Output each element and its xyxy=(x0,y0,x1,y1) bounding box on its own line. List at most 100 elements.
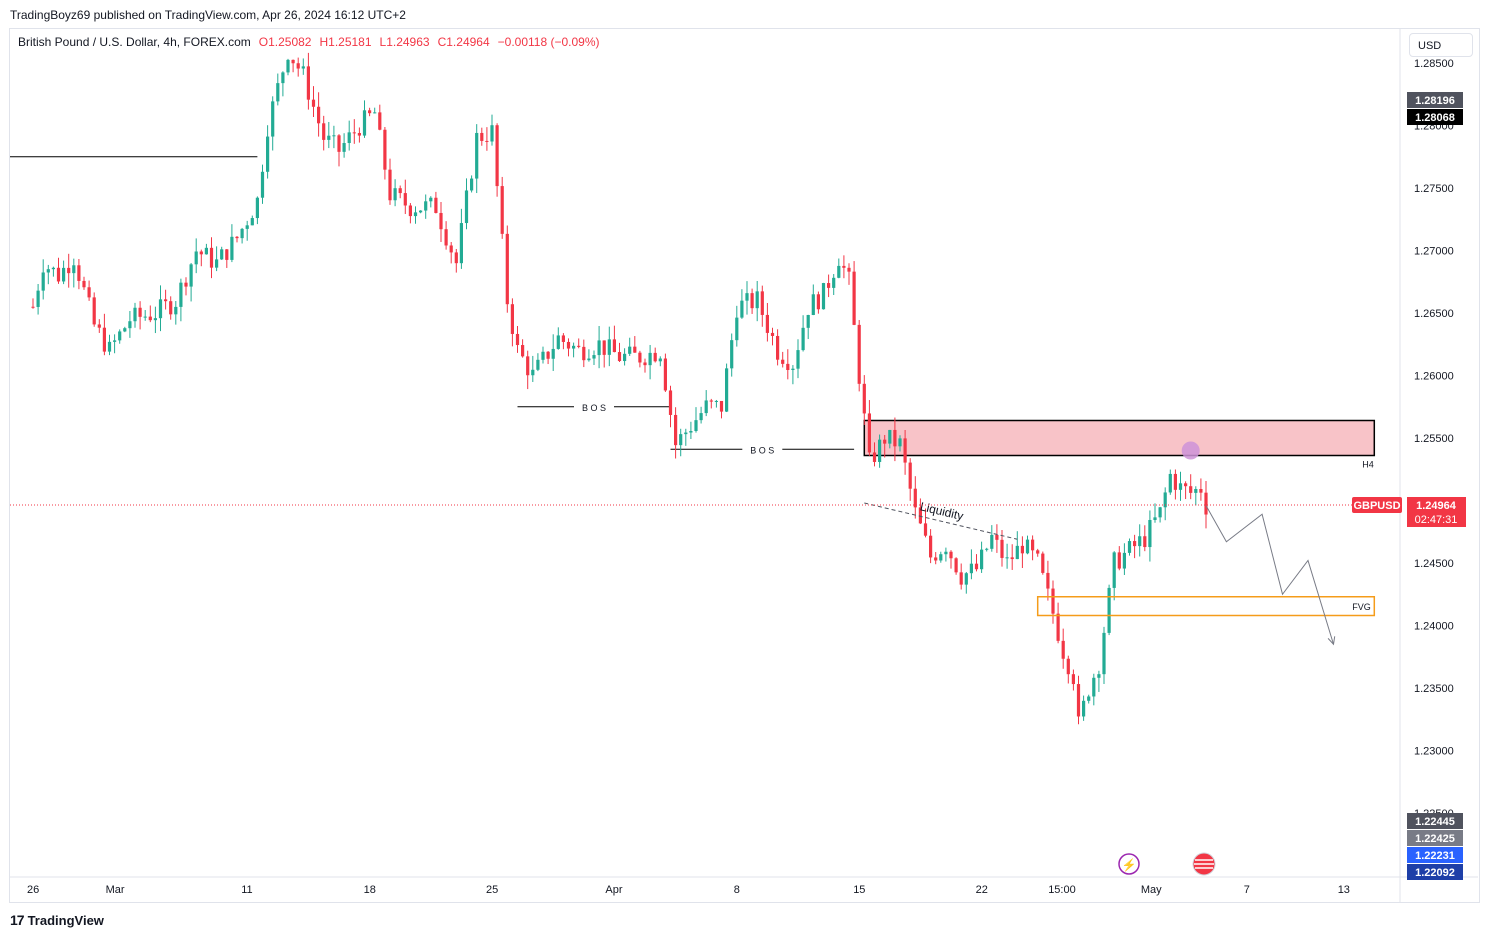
candle-body[interactable] xyxy=(1082,700,1086,717)
candle-body[interactable] xyxy=(628,346,632,354)
candle-body[interactable] xyxy=(128,321,132,329)
candle-body[interactable] xyxy=(566,341,571,349)
candle-body[interactable] xyxy=(1005,557,1009,559)
candle-body[interactable] xyxy=(1117,552,1121,569)
candle-body[interactable] xyxy=(725,368,729,412)
candle-body[interactable] xyxy=(821,283,826,310)
candle-body[interactable] xyxy=(317,106,321,124)
candle-body[interactable] xyxy=(1127,541,1132,553)
candle-body[interactable] xyxy=(1148,519,1152,548)
candle-body[interactable] xyxy=(1025,539,1030,554)
candle-body[interactable] xyxy=(1041,553,1045,573)
candle-body[interactable] xyxy=(276,83,280,102)
candle-body[interactable] xyxy=(1036,550,1040,554)
candle-body[interactable] xyxy=(184,282,188,287)
candle-body[interactable] xyxy=(572,345,576,349)
candle-body[interactable] xyxy=(352,132,356,134)
candle-body[interactable] xyxy=(459,223,463,264)
candle-body[interactable] xyxy=(475,132,479,179)
candle-body[interactable] xyxy=(1168,473,1172,493)
candle-body[interactable] xyxy=(225,249,229,260)
candle-body[interactable] xyxy=(1031,539,1035,551)
candle-body[interactable] xyxy=(704,400,708,414)
candle-body[interactable] xyxy=(1194,489,1198,493)
candle-body[interactable] xyxy=(740,300,744,318)
candle-body[interactable] xyxy=(929,535,933,558)
candle-body[interactable] xyxy=(495,125,499,187)
candle-body[interactable] xyxy=(816,294,820,310)
candle-body[interactable] xyxy=(113,340,117,342)
candle-body[interactable] xyxy=(827,283,831,288)
candle-body[interactable] xyxy=(255,197,259,219)
candle-body[interactable] xyxy=(403,193,407,206)
candle-body[interactable] xyxy=(1178,483,1183,490)
candle-body[interactable] xyxy=(1184,483,1188,487)
candle-body[interactable] xyxy=(857,324,861,384)
candle-body[interactable] xyxy=(638,352,642,363)
candle-body[interactable] xyxy=(153,318,157,321)
candle-body[interactable] xyxy=(368,110,372,114)
candle-body[interactable] xyxy=(31,306,35,308)
candle-body[interactable] xyxy=(56,267,61,282)
candle-body[interactable] xyxy=(245,225,249,229)
candle-body[interactable] xyxy=(342,143,346,152)
candle-body[interactable] xyxy=(776,335,780,360)
candle-body[interactable] xyxy=(505,233,509,305)
lightning-icon[interactable] xyxy=(1118,853,1140,875)
candle-body[interactable] xyxy=(454,252,458,264)
candle-body[interactable] xyxy=(883,439,887,444)
candle-body[interactable] xyxy=(1163,492,1167,508)
candle-body[interactable] xyxy=(541,351,545,360)
candle-body[interactable] xyxy=(801,327,805,351)
candle-body[interactable] xyxy=(179,282,183,307)
candle-body[interactable] xyxy=(388,169,392,201)
candle-body[interactable] xyxy=(62,267,66,282)
candle-body[interactable] xyxy=(786,363,790,370)
candle-body[interactable] xyxy=(913,488,917,508)
candle-body[interactable] xyxy=(322,123,326,140)
candle-body[interactable] xyxy=(969,563,973,574)
candle-body[interactable] xyxy=(791,368,795,370)
candle-body[interactable] xyxy=(684,432,688,435)
candle-body[interactable] xyxy=(536,359,540,370)
candle-body[interactable] xyxy=(612,339,616,353)
candle-body[interactable] xyxy=(811,294,815,315)
candle-body[interactable] xyxy=(67,267,71,274)
candle-body[interactable] xyxy=(1076,684,1081,717)
candle-body[interactable] xyxy=(1107,587,1111,633)
candle-body[interactable] xyxy=(1046,572,1050,589)
candle-body[interactable] xyxy=(908,462,912,489)
candle-body[interactable] xyxy=(526,356,530,376)
candle-body[interactable] xyxy=(837,265,841,278)
candle-body[interactable] xyxy=(36,290,40,307)
candle-body[interactable] xyxy=(291,59,295,64)
candle-body[interactable] xyxy=(582,346,586,361)
candle-body[interactable] xyxy=(419,210,423,213)
candle-body[interactable] xyxy=(577,345,581,347)
candle-body[interactable] xyxy=(954,558,958,573)
candle-body[interactable] xyxy=(102,327,106,352)
candle-body[interactable] xyxy=(148,316,152,321)
candle-body[interactable] xyxy=(893,429,897,447)
candle-body[interactable] xyxy=(464,190,469,224)
candle-body[interactable] xyxy=(408,205,412,217)
candle-body[interactable] xyxy=(444,229,448,246)
candle-body[interactable] xyxy=(597,340,601,356)
candle-body[interactable] xyxy=(653,352,657,362)
candle-body[interactable] xyxy=(510,304,514,334)
candle-body[interactable] xyxy=(1020,545,1024,554)
candle-body[interactable] xyxy=(286,59,290,73)
candle-body[interactable] xyxy=(337,135,341,152)
candle-body[interactable] xyxy=(250,218,254,226)
candle-body[interactable] xyxy=(235,236,239,239)
candle-body[interactable] xyxy=(765,314,769,333)
candle-body[interactable] xyxy=(974,563,979,570)
candle-body[interactable] xyxy=(760,291,764,315)
candle-body[interactable] xyxy=(872,452,877,462)
candle-body[interactable] xyxy=(949,551,953,559)
candle-body[interactable] xyxy=(378,112,382,130)
candle-body[interactable] xyxy=(862,383,866,414)
candle-body[interactable] xyxy=(480,132,484,141)
candle-body[interactable] xyxy=(1015,545,1019,560)
